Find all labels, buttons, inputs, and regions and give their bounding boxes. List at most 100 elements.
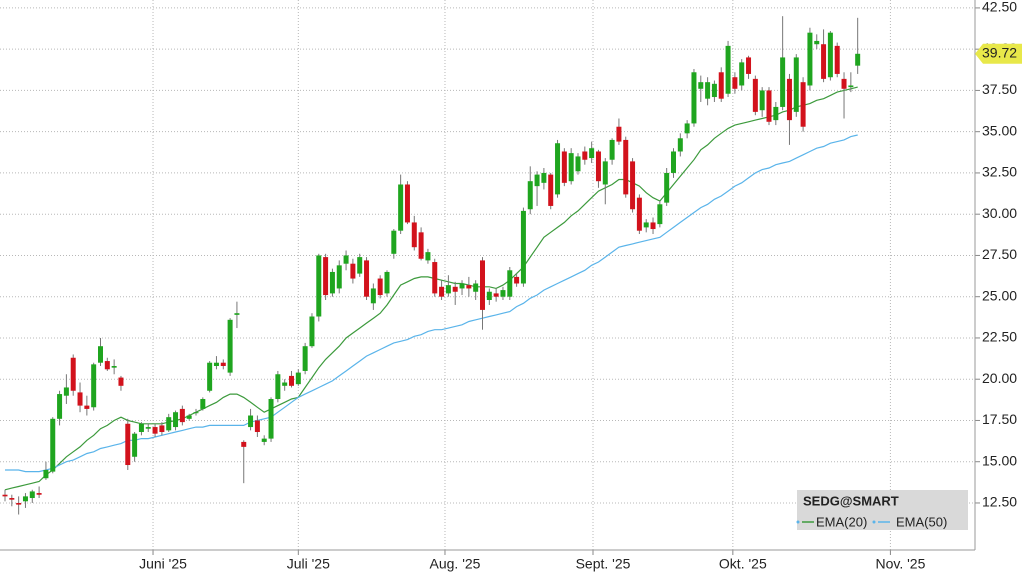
candle-body (589, 148, 595, 159)
candle-body (227, 319, 233, 373)
candle-body (16, 502, 22, 505)
candle-body (377, 278, 383, 296)
legend-label: EMA(20) (816, 514, 867, 529)
candle-body (43, 469, 49, 479)
candle-body (97, 346, 103, 363)
candle-body (459, 283, 465, 289)
candle-body (309, 316, 315, 347)
y-tick-label: 37.50 (982, 81, 1017, 97)
candle-body (57, 394, 63, 419)
candle-body (91, 364, 97, 408)
candle-body (630, 161, 636, 210)
candle-body (650, 222, 656, 230)
candle-body (555, 143, 561, 195)
candle-body (357, 257, 363, 274)
candle-body (411, 222, 417, 248)
candle-body (684, 123, 690, 134)
candle-body (759, 90, 765, 111)
candle-body (132, 433, 138, 457)
candle-body (288, 375, 294, 386)
candle-body (677, 138, 683, 152)
candle-body (814, 40, 820, 45)
candle-body (855, 53, 861, 66)
candle-body (691, 72, 697, 124)
candle-body (445, 285, 451, 294)
candle-body (609, 139, 615, 160)
candle-body (773, 106, 779, 121)
candle-body (316, 255, 322, 317)
y-tick-label: 27.50 (982, 246, 1017, 262)
candle-body (323, 257, 329, 296)
x-tick-label: Sept. '25 (576, 556, 631, 572)
legend-marker (796, 520, 800, 524)
x-tick-label: Aug. '25 (430, 556, 481, 572)
candle-body (602, 161, 608, 185)
y-tick-label: 15.00 (982, 452, 1017, 468)
y-tick-label: 20.00 (982, 370, 1017, 386)
candle-body (268, 399, 274, 439)
candle-body (718, 72, 724, 99)
x-tick-label: Juni '25 (139, 556, 187, 572)
candle-body (111, 366, 117, 368)
candle-body (561, 151, 567, 183)
candle-body (752, 78, 758, 112)
candle-body (36, 493, 42, 495)
candle-body (848, 85, 854, 88)
candle-body (77, 392, 83, 406)
candle-body (145, 427, 151, 429)
candle-body (104, 361, 110, 370)
candle-body (9, 498, 15, 500)
candle-body (234, 313, 240, 315)
y-tick-label: 35.00 (982, 122, 1017, 138)
y-tick-label: 22.50 (982, 329, 1017, 345)
candle-body (200, 399, 206, 409)
candle-body (786, 78, 792, 121)
candle-body (384, 271, 390, 294)
candle-body (514, 276, 520, 284)
candle-body (425, 252, 431, 261)
candle-body (118, 377, 124, 386)
candle-body (575, 156, 581, 172)
x-tick-label: Juli '25 (287, 556, 330, 572)
candle-body (2, 494, 8, 497)
candle-body (520, 210, 526, 284)
legend-box (797, 490, 968, 530)
candle-body (213, 362, 219, 367)
candle-body (125, 423, 131, 466)
candle-body (827, 32, 833, 78)
candle-body (193, 412, 199, 414)
candle-body (732, 77, 738, 89)
candle-body (623, 139, 629, 195)
candle-body (500, 290, 506, 297)
candle-body (664, 172, 670, 203)
candle-body (568, 153, 574, 182)
candle-body (159, 425, 165, 433)
candle-body (548, 174, 554, 206)
y-tick-label: 32.50 (982, 164, 1017, 180)
candle-body (70, 357, 76, 391)
y-tick-label: 30.00 (982, 205, 1017, 221)
candle-body (254, 420, 260, 433)
candle-body (391, 230, 397, 254)
candle-body (657, 204, 663, 225)
candle-body (725, 45, 731, 94)
candle-body (370, 288, 376, 304)
candle-body (527, 181, 533, 210)
candle-body (186, 415, 192, 419)
legend-label: EMA(50) (896, 514, 947, 529)
candle-body (636, 197, 642, 231)
y-tick-label: 12.50 (982, 494, 1017, 510)
candle-body (643, 222, 649, 228)
candle-body (22, 496, 28, 502)
last-price-label: 39.72 (982, 44, 1017, 60)
last-price-tag (975, 43, 1022, 64)
candle-body (793, 57, 799, 112)
candle-body (452, 286, 458, 292)
candle-body (364, 260, 370, 297)
candle-body (350, 263, 356, 279)
candle-body (821, 44, 827, 79)
candle-body (63, 387, 69, 396)
candle-body (329, 271, 335, 294)
candle-body (248, 415, 254, 428)
